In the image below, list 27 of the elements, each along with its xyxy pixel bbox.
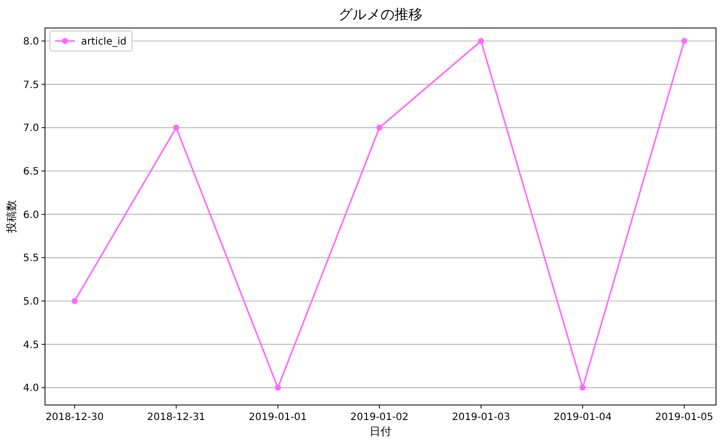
x-tick-label: 2019-01-04 xyxy=(554,412,612,423)
chart-title: グルメの推移 xyxy=(338,7,422,23)
y-tick-label: 7.5 xyxy=(23,80,39,91)
legend-label: article_id xyxy=(81,36,126,48)
y-tick-label: 7.0 xyxy=(23,123,39,134)
y-tick-label: 4.0 xyxy=(23,383,39,394)
x-tick-label: 2018-12-31 xyxy=(147,412,206,423)
point xyxy=(580,384,586,391)
y-tick-label: 8.0 xyxy=(23,36,39,48)
point xyxy=(376,124,382,131)
x-tick-label: 2019-01-01 xyxy=(248,412,307,423)
y-tick-label: 6.0 xyxy=(23,210,39,221)
y-tick-label: 5.5 xyxy=(23,253,39,264)
point xyxy=(72,298,78,304)
point xyxy=(274,384,281,391)
x-tick-label: 2018-12-30 xyxy=(46,412,104,423)
y-tick-label: 4.5 xyxy=(23,340,39,351)
point xyxy=(681,38,688,44)
y-tick-label: 5.0 xyxy=(23,296,39,308)
y-tick-label: 6.5 xyxy=(23,166,39,178)
point xyxy=(478,38,484,44)
x-tick-label: 2019-01-03 xyxy=(452,412,510,423)
y-axis-title: 投稿数 xyxy=(5,200,18,234)
x-tick-label: 2019-01-02 xyxy=(350,412,409,423)
point xyxy=(173,124,180,131)
x-axis-title: 日付 xyxy=(370,425,392,438)
x-tick-label: 2019-01-05 xyxy=(655,412,714,423)
